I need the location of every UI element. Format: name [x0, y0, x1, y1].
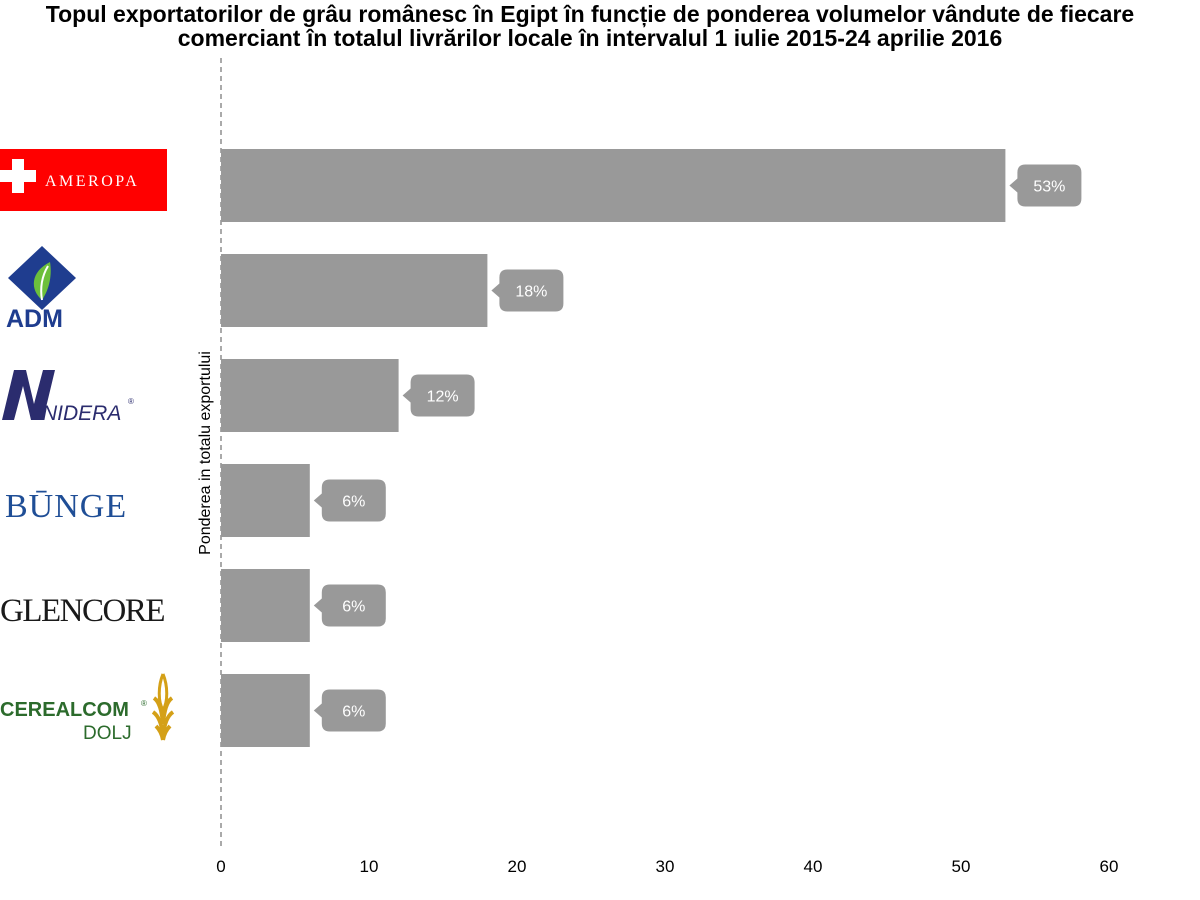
bunge-logo-text: BŪNGE [5, 488, 127, 525]
value-label: 12% [427, 389, 459, 406]
glencore-logo-text: GLENCORE [0, 593, 164, 629]
value-label: 6% [342, 599, 365, 616]
logo-glencore: GLENCORE [0, 593, 166, 629]
value-label-bubble [313, 479, 386, 522]
x-tick-label: 60 [1100, 857, 1119, 876]
adm-leaf-vein-icon [40, 265, 49, 301]
nidera-n-mark-icon [2, 370, 55, 420]
value-label: 53% [1033, 179, 1065, 196]
bars-group [221, 149, 1006, 747]
x-tick-label: 50 [952, 857, 971, 876]
x-tick-labels: 0 10 20 30 40 50 60 [216, 857, 1118, 876]
x-tick-label: 30 [656, 857, 675, 876]
value-label-bubble [1009, 164, 1082, 207]
chart-title: Topul exportatorilor de grâu românesc în… [45, 1, 1135, 51]
cerealcom-registered-mark: ® [141, 699, 147, 708]
bar-glencore [221, 569, 310, 642]
ameropa-logo-text: AMEROPA [45, 173, 139, 190]
bar-adm [221, 254, 488, 327]
value-label-bubble [313, 689, 386, 732]
x-tick-label: 20 [508, 857, 527, 876]
logo-cerealcom: CEREALCOM ® DOLJ [0, 673, 175, 744]
nidera-registered-mark: ® [128, 397, 134, 406]
bar-ameropa [221, 149, 1006, 222]
x-tick-label: 0 [216, 857, 225, 876]
logo-adm: ADM [6, 246, 76, 333]
bar-cerealcom-dolj [221, 674, 310, 747]
category-logos: AMEROPA ADM NIDERA ® BŪNGE GLENCORE CERE… [0, 149, 175, 744]
logo-ameropa: AMEROPA [0, 149, 167, 211]
value-label-bubble [313, 584, 386, 627]
cerealcom-logo-text: CEREALCOM [0, 699, 129, 721]
logo-bunge: BŪNGE [5, 488, 127, 525]
bar-bunge [221, 464, 310, 537]
value-label: 6% [342, 704, 365, 721]
nidera-logo-text: NIDERA [42, 402, 121, 425]
cerealcom-sub-text: DOLJ [83, 723, 132, 744]
x-tick-label: 40 [804, 857, 823, 876]
logo-nidera: NIDERA ® [2, 370, 134, 425]
value-label: 6% [342, 494, 365, 511]
swiss-cross-icon [0, 159, 36, 193]
wheat-icon [151, 673, 175, 741]
bar-nidera [221, 359, 399, 432]
value-labels-group: 53% 18% 12% 6% 6% 6% [313, 164, 1082, 732]
value-label-bubble [402, 374, 475, 417]
y-axis-title: Ponderea in totalu exportului [197, 351, 214, 555]
x-tick-label: 10 [360, 857, 379, 876]
value-label: 18% [515, 284, 547, 301]
adm-logo-text: ADM [6, 305, 63, 333]
value-label-bubble [491, 269, 564, 312]
